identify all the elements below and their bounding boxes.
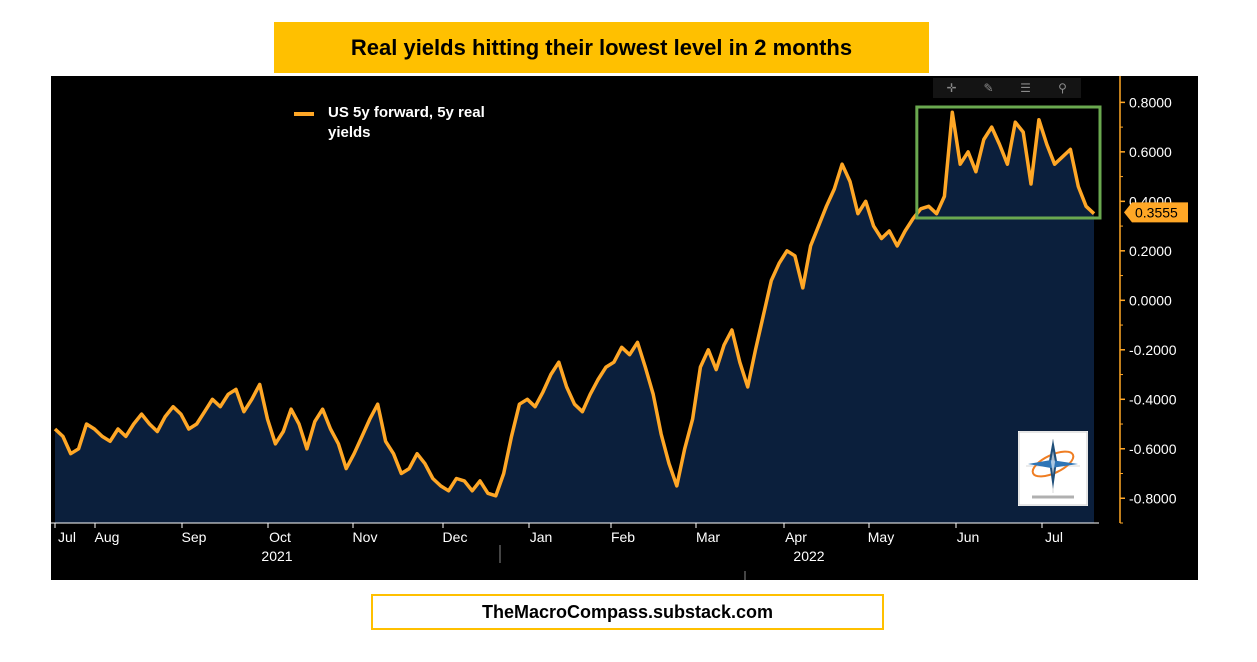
x-tick-label: Apr [785, 529, 807, 545]
x-tick-label: Mar [696, 529, 720, 545]
x-tick-label: Jun [957, 529, 980, 545]
x-year-label: 2022 [793, 548, 824, 564]
y-tick-label: 0.6000 [1129, 144, 1172, 160]
series-area-fill [55, 112, 1094, 524]
footer-url-box: TheMacroCompass.substack.com [371, 594, 884, 630]
pencil-icon[interactable]: ✎ [983, 81, 994, 95]
y-tick-label: -0.4000 [1129, 391, 1177, 407]
y-tick-label: -0.6000 [1129, 441, 1177, 457]
legend-swatch [294, 112, 314, 116]
x-tick-label: Feb [611, 529, 635, 545]
x-year-label: 2021 [261, 548, 292, 564]
last-value-tag [1124, 202, 1188, 223]
chart-toolbar: ✛ ✎ ☰ ⚲ [933, 78, 1081, 98]
x-tick-label: Jul [58, 529, 76, 545]
macro-compass-logo [1018, 431, 1088, 506]
chart-title-banner: Real yields hitting their lowest level i… [274, 22, 929, 73]
y-tick-label: 0.0000 [1129, 292, 1172, 308]
chart-legend: US 5y forward, 5y real yields [294, 103, 488, 143]
chart-canvas: 0.80000.60000.40000.20000.0000-0.2000-0.… [51, 76, 1188, 580]
highlight-box [915, 105, 1102, 220]
zoom-icon[interactable]: ⚲ [1058, 81, 1067, 95]
x-tick-label: Nov [353, 529, 378, 545]
list-icon[interactable]: ☰ [1020, 81, 1031, 95]
y-tick-label: -0.2000 [1129, 342, 1177, 358]
x-tick-label: Jul [1045, 529, 1063, 545]
y-tick-label: 0.8000 [1129, 94, 1172, 110]
y-tick-label: -0.8000 [1129, 490, 1177, 506]
crosshair-icon[interactable]: ✛ [946, 81, 957, 95]
x-tick-label: May [868, 529, 894, 545]
x-tick-label: Sep [182, 529, 207, 545]
x-tick-label: Oct [269, 529, 291, 545]
y-tick-label: 0.2000 [1129, 243, 1172, 259]
last-value-label: 0.3555 [1135, 204, 1178, 220]
series-line [53, 110, 1096, 498]
x-tick-label: Aug [95, 529, 120, 545]
legend-label: US 5y forward, 5y real yields [328, 104, 485, 141]
compass-logo-icon [1018, 431, 1088, 506]
x-tick-label: Dec [443, 529, 468, 545]
chart-panel: 0.8000 0.6000 0.4000 0.2000 0.0000 -0.2000 -0.… [51, 76, 1198, 580]
x-tick-label: Jan [530, 529, 553, 545]
